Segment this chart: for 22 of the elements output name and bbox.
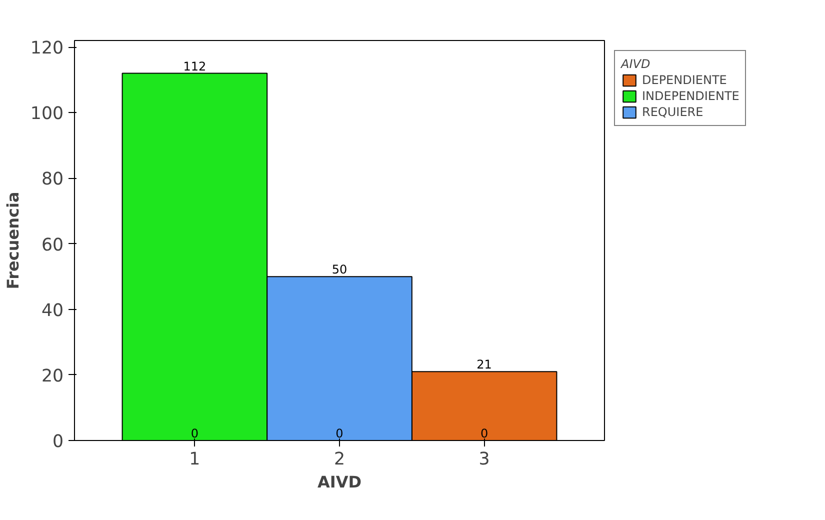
y-tick-label: 40 [41,300,64,321]
legend-label: INDEPENDIENTE [642,89,740,103]
x-axis-title: AIVD [318,472,362,492]
y-axis-title: Frecuencia [3,192,22,290]
annotation: 0 [480,426,488,440]
x-tick-label: 1 [189,450,200,470]
y-tick-label: 0 [52,432,64,452]
y-tick-label: 20 [41,366,64,386]
x-tick-label: 3 [478,450,490,470]
legend-label: REQUIERE [642,105,704,119]
data-label: 50 [332,262,348,277]
annotation: 0 [336,426,344,440]
x-tick-label: 2 [334,450,346,470]
y-tick-label: 120 [30,38,64,59]
data-label: 112 [183,59,206,74]
legend-label: DEPENDIENTE [642,73,727,87]
annotation: 0 [190,426,199,440]
legend-title: AIVD [621,57,652,71]
y-tick-label: 60 [41,235,64,256]
y-tick-label: 100 [30,104,64,124]
data-label: 21 [476,358,492,372]
y-tick-label: 80 [41,170,64,190]
